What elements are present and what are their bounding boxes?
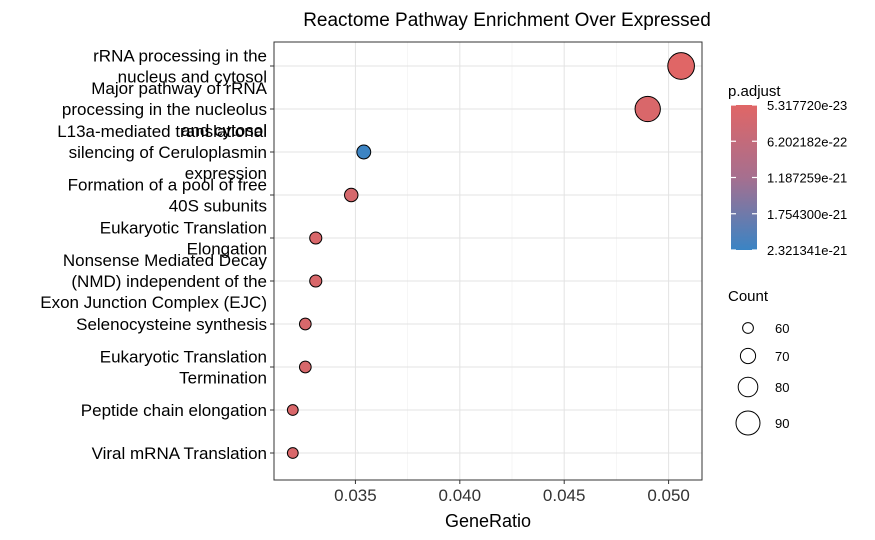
color-tick-label: 5.317720e-23 bbox=[767, 98, 847, 113]
size-legend-label: 70 bbox=[775, 349, 789, 364]
data-point bbox=[309, 231, 323, 245]
size-legend-circle bbox=[737, 376, 759, 398]
data-point bbox=[286, 404, 299, 416]
plot-panel-border bbox=[273, 41, 703, 481]
color-legend-title: p.adjust bbox=[728, 83, 781, 100]
data-point bbox=[667, 52, 695, 80]
color-legend-ticks: 5.317720e-23 6.202182e-22 1.187259e-21 1.75… bbox=[731, 98, 847, 258]
y-tick-label: Viral mRNA Translation bbox=[92, 444, 267, 463]
color-tick-label: 6.202182e-22 bbox=[767, 134, 847, 149]
x-tick-label: 0.050 bbox=[647, 486, 690, 505]
data-point bbox=[344, 187, 359, 203]
color-legend: p.adjust 5.317720e-23 6.202182e-22 1.18725… bbox=[728, 83, 847, 258]
y-tick-label: L13a-mediated translational silencing of … bbox=[57, 122, 267, 183]
y-tick-label: Nonsense Mediated Decay (NMD) independent… bbox=[40, 251, 267, 312]
data-point bbox=[298, 360, 312, 374]
x-tick-label: 0.045 bbox=[543, 486, 586, 505]
y-tick-label: rRNA processing in the nucleus and cytoso… bbox=[93, 47, 267, 87]
x-tick-label: 0.040 bbox=[439, 486, 482, 505]
size-legend-label: 60 bbox=[775, 321, 789, 336]
color-tick-label: 2.321341e-21 bbox=[767, 243, 847, 258]
size-legend-title: Count bbox=[728, 288, 769, 305]
color-tick-label: 1.187259e-21 bbox=[767, 171, 847, 186]
data-point bbox=[309, 274, 323, 288]
size-legend-keys: 60 70 80 90 bbox=[735, 321, 789, 436]
size-legend-circle bbox=[735, 410, 761, 436]
size-legend-circle bbox=[739, 347, 757, 365]
color-tick-label: 1.754300e-21 bbox=[767, 207, 847, 222]
y-tick-label: Eukaryotic Translation Termination bbox=[100, 348, 267, 388]
data-point bbox=[298, 317, 312, 331]
y-tick-label: Major pathway of rRNA processing in the n… bbox=[62, 79, 268, 140]
x-tick-label: 0.035 bbox=[334, 486, 377, 505]
y-tick-label: Formation of a pool of free 40S subunits bbox=[68, 176, 267, 216]
chart-title: Reactome Pathway Enrichment Over Express… bbox=[303, 10, 711, 31]
data-point bbox=[356, 144, 372, 160]
data-point bbox=[634, 95, 661, 123]
y-axis-labels: rRNA processing in the nucleus and cytoso… bbox=[40, 47, 274, 463]
y-tick-label: Eukaryotic Translation Elongation bbox=[100, 219, 267, 259]
data-point bbox=[286, 447, 299, 459]
data-points bbox=[286, 52, 695, 459]
y-tick-label: Selenocysteine synthesis bbox=[76, 315, 267, 334]
size-legend-label: 90 bbox=[775, 416, 789, 431]
size-legend-label: 80 bbox=[775, 380, 789, 395]
y-tick-label: Peptide chain elongation bbox=[81, 401, 267, 420]
size-legend-circle bbox=[742, 322, 754, 334]
x-axis-ticks: 0.035 0.040 0.045 0.050 bbox=[334, 480, 690, 505]
x-axis-label: GeneRatio bbox=[445, 511, 531, 531]
size-legend: Count 60 70 80 90 bbox=[728, 288, 789, 436]
